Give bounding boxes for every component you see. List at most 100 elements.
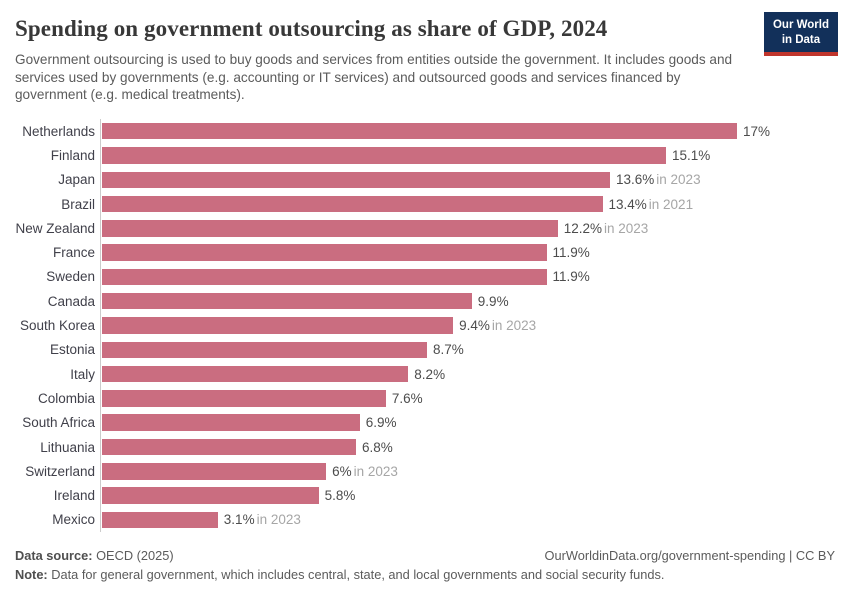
value-label: 12.2% in 2023 [564,221,649,236]
owid-logo-line2: in Data [781,33,821,46]
note-label: Note: [15,566,48,582]
bar[interactable] [102,244,547,261]
year-note: in 2023 [603,220,649,236]
country-label: Finland [50,147,95,163]
year-note: in 2023 [491,318,537,334]
value-label: 15.1% [672,148,710,163]
bar[interactable] [102,317,454,334]
bar-row: Brazil 13.4% in 2021 [15,191,835,217]
country-label: Brazil [61,196,95,212]
value-label: 11.9% [553,269,590,284]
bar[interactable] [102,511,218,529]
bar[interactable] [102,171,610,188]
bar-track: 6.8% [100,434,835,460]
bar-track: 6.9% [100,410,835,435]
value-text: 8.7% [433,342,464,358]
owid-logo: Our World in Data [763,12,838,56]
country-label: Mexico [52,512,95,528]
bar-track: 11.9% [100,264,835,290]
country-label: Japan [58,172,95,188]
bar[interactable] [102,487,319,504]
owid-logo-line1: Our World [772,19,829,31]
credit-link[interactable]: OurWorldinData.org/government-spending |… [544,548,835,564]
value-label: 7.6% [392,391,423,406]
chart-note: Note: Data for general government, which… [15,566,835,585]
value-text: 11.9% [552,269,590,285]
bar-row: Finland 15.1% [15,143,835,168]
bar[interactable] [102,365,409,383]
bar[interactable] [102,268,547,286]
bar-track: 12.2% in 2023 [100,216,835,241]
value-text: 6.9% [365,415,397,431]
note-value: Data for general government, which inclu… [51,566,665,582]
bar-track: 11.9% [100,240,835,265]
bar-track: 6% in 2023 [100,459,835,484]
country-label: Switzerland [25,463,95,479]
bar-track: 13.4% in 2021 [100,191,835,217]
value-text: 15.1% [672,147,711,163]
bar-track: 13.6% in 2023 [100,167,835,192]
data-source-value: OECD (2025) [96,548,174,564]
year-note: in 2023 [256,512,301,528]
country-label: Italy [70,366,95,382]
value-label: 13.6% in 2023 [616,172,701,187]
bar-track: 17% [100,119,835,144]
chart-subtitle: Government outsourcing is used to buy go… [15,52,733,103]
bar-row: Colombia 7.6% [15,386,835,411]
bar[interactable] [102,414,360,431]
bar[interactable] [102,463,327,480]
country-label: France [52,245,95,261]
value-text: 11.9% [552,245,590,261]
bar-row: New Zealand 12.2% in 2023 [15,216,835,241]
value-text: 5.8% [324,488,356,504]
bar-track: 3.1% in 2023 [100,507,835,533]
bar-row: Mexico 3.1% in 2023 [15,507,835,533]
bar[interactable] [102,292,472,310]
bar[interactable] [102,390,386,407]
bar-row: Ireland 5.8% [15,483,835,508]
bar-track: 7.6% [100,386,835,411]
value-label: 5.8% [325,488,356,503]
bar-track: 5.8% [100,483,835,508]
bar-row: Sweden 11.9% [15,264,835,290]
bar-track: 8.7% [100,337,835,362]
value-text: 8.2% [414,366,446,382]
bar-row: Canada 9.9% [15,289,835,314]
country-label: South Korea [19,318,95,334]
value-label: 9.9% [478,294,509,309]
bar-row: Italy 8.2% [15,361,835,387]
value-text: 6% [332,463,352,479]
value-label: 9.4% in 2023 [459,318,536,333]
data-source-label: Data source: [15,548,93,564]
value-label: 6.8% [362,440,393,455]
bar-track: 9.4% in 2023 [100,313,835,338]
year-note: in 2023 [353,463,398,479]
chart-title: Spending on government outsourcing as sh… [15,16,608,41]
value-text: 9.9% [477,293,509,309]
value-label: 17% [743,124,770,139]
value-text: 17% [743,123,771,139]
bar[interactable] [102,438,356,456]
bar[interactable] [102,122,737,140]
value-text: 13.6% [616,172,655,188]
country-label: New Zealand [15,220,95,236]
value-text: 13.4% [608,196,647,212]
country-label: Netherlands [22,123,95,139]
bar-row: Switzerland 6% in 2023 [15,459,835,484]
country-label: Sweden [46,269,95,285]
bar-track: 15.1% [100,143,835,168]
value-label: 6% in 2023 [332,464,398,479]
bar-row: Japan 13.6% in 2023 [15,167,835,192]
bar[interactable] [102,147,666,164]
bar[interactable] [102,195,603,213]
bar-row: Netherlands 17% [15,119,835,144]
country-label: Lithuania [40,439,95,455]
value-text: 3.1% [223,512,255,528]
bar-row: South Korea 9.4% in 2023 [15,313,835,338]
bar[interactable] [102,220,558,237]
bar[interactable] [102,341,427,359]
value-label: 8.2% [414,367,445,382]
value-label: 6.9% [366,415,397,430]
value-text: 6.8% [362,439,393,455]
